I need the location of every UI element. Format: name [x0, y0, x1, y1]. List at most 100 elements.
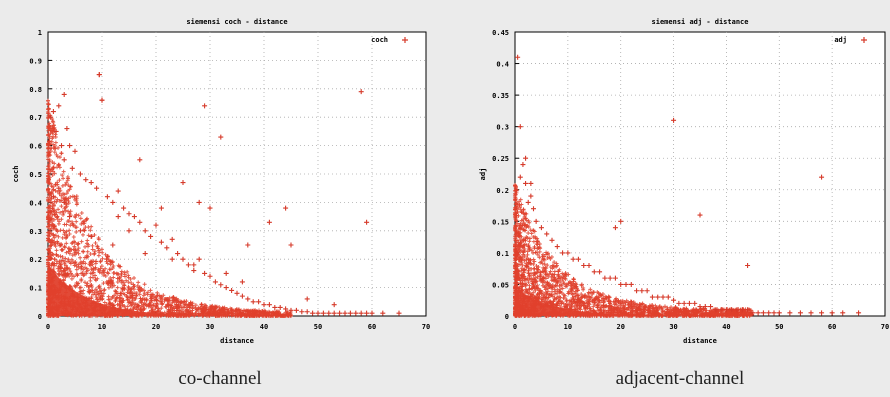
cloud-point — [68, 269, 73, 274]
data-point — [69, 165, 75, 171]
data-point — [358, 89, 364, 95]
data-point — [671, 297, 677, 303]
cloud-point — [515, 229, 520, 234]
cloud-point — [149, 308, 154, 313]
cloud-point — [59, 258, 64, 263]
cloud-point — [558, 290, 563, 295]
cloud-point — [46, 124, 51, 129]
legend-label: adj — [834, 36, 847, 44]
cloud-point — [175, 306, 180, 311]
cloud-point — [64, 229, 69, 234]
data-point — [88, 180, 94, 186]
cloud-point — [241, 311, 246, 316]
data-point — [760, 310, 766, 316]
data-point — [56, 185, 62, 191]
data-point — [538, 225, 544, 231]
cloud-point — [57, 178, 62, 183]
data-point — [61, 157, 67, 163]
cloud-point — [48, 243, 53, 248]
cloud-point — [154, 297, 159, 302]
cloud-point — [633, 302, 638, 307]
cloud-point — [51, 123, 56, 128]
cloud-point — [55, 197, 60, 202]
cloud-point — [514, 241, 519, 245]
cloud-point — [556, 276, 561, 281]
cloud-point — [655, 310, 660, 315]
cloud-point — [126, 286, 131, 291]
data-point — [169, 256, 175, 262]
cloud-point — [285, 312, 290, 317]
cloud-point — [552, 269, 557, 274]
cloud-point — [514, 190, 519, 195]
data-point — [266, 219, 272, 225]
cloud-point — [521, 268, 526, 273]
cloud-point — [578, 299, 583, 303]
cloud-point — [554, 280, 559, 285]
y-tick-label: 0.4 — [496, 61, 509, 69]
cloud-point — [122, 272, 127, 277]
data-point — [137, 157, 143, 163]
data-point — [623, 281, 629, 287]
cloud-point — [518, 205, 523, 210]
cloud-point — [571, 279, 576, 284]
data-point — [723, 307, 729, 313]
cloud-point — [557, 267, 562, 272]
cloud-point — [51, 203, 56, 208]
cloud-point — [516, 286, 521, 291]
cloud-point — [50, 206, 55, 211]
cloud-point — [55, 180, 60, 185]
cloud-point — [519, 266, 524, 271]
cloud-point — [99, 288, 104, 293]
cloud-point — [517, 276, 522, 281]
cloud-point — [572, 294, 577, 299]
cloud-point — [513, 224, 518, 229]
data-point — [586, 263, 592, 269]
data-point — [131, 214, 137, 220]
cloud-point — [623, 300, 628, 305]
cloud-point — [80, 232, 85, 237]
cloud-point — [90, 262, 95, 267]
cloud-point — [125, 269, 130, 274]
cloud-point — [523, 238, 528, 243]
data-point — [676, 300, 682, 306]
cloud-point — [96, 246, 101, 251]
cloud-point — [126, 273, 131, 278]
cloud-point — [521, 217, 526, 222]
chart-title: siemensi adj - distance — [652, 18, 749, 26]
cloud-point — [98, 259, 103, 264]
data-point — [96, 72, 102, 78]
cloud-point — [219, 309, 224, 314]
cloud-point — [50, 131, 55, 136]
data-point — [829, 310, 835, 316]
cloud-point — [547, 255, 552, 260]
cloud-point — [545, 289, 550, 294]
cloud-point — [117, 299, 122, 304]
x-tick-label: 30 — [206, 323, 214, 331]
data-point — [180, 256, 186, 262]
cloud-point — [96, 236, 101, 241]
data-point — [787, 310, 793, 316]
data-point — [745, 307, 751, 313]
cloud-point — [174, 302, 179, 307]
cloud-point — [76, 246, 81, 251]
cloud-point — [94, 297, 99, 302]
cloud-point — [636, 305, 641, 310]
cloud-point — [527, 236, 532, 241]
cloud-point — [54, 252, 59, 257]
cloud-point — [59, 151, 64, 156]
cloud-point — [607, 295, 612, 300]
cloud-point — [718, 311, 723, 316]
cloud-point — [78, 216, 83, 221]
cloud-point — [78, 255, 83, 260]
data-point — [570, 256, 576, 262]
cloud-point — [69, 276, 74, 281]
cloud-point — [594, 295, 599, 300]
cloud-point — [47, 161, 52, 166]
cloud-point — [103, 266, 108, 271]
cloud-point — [69, 257, 74, 262]
data-point — [517, 174, 523, 180]
cloud-point — [531, 290, 536, 295]
cloud-point — [221, 306, 226, 311]
cloud-point — [83, 244, 88, 249]
cloud-point — [675, 307, 680, 312]
